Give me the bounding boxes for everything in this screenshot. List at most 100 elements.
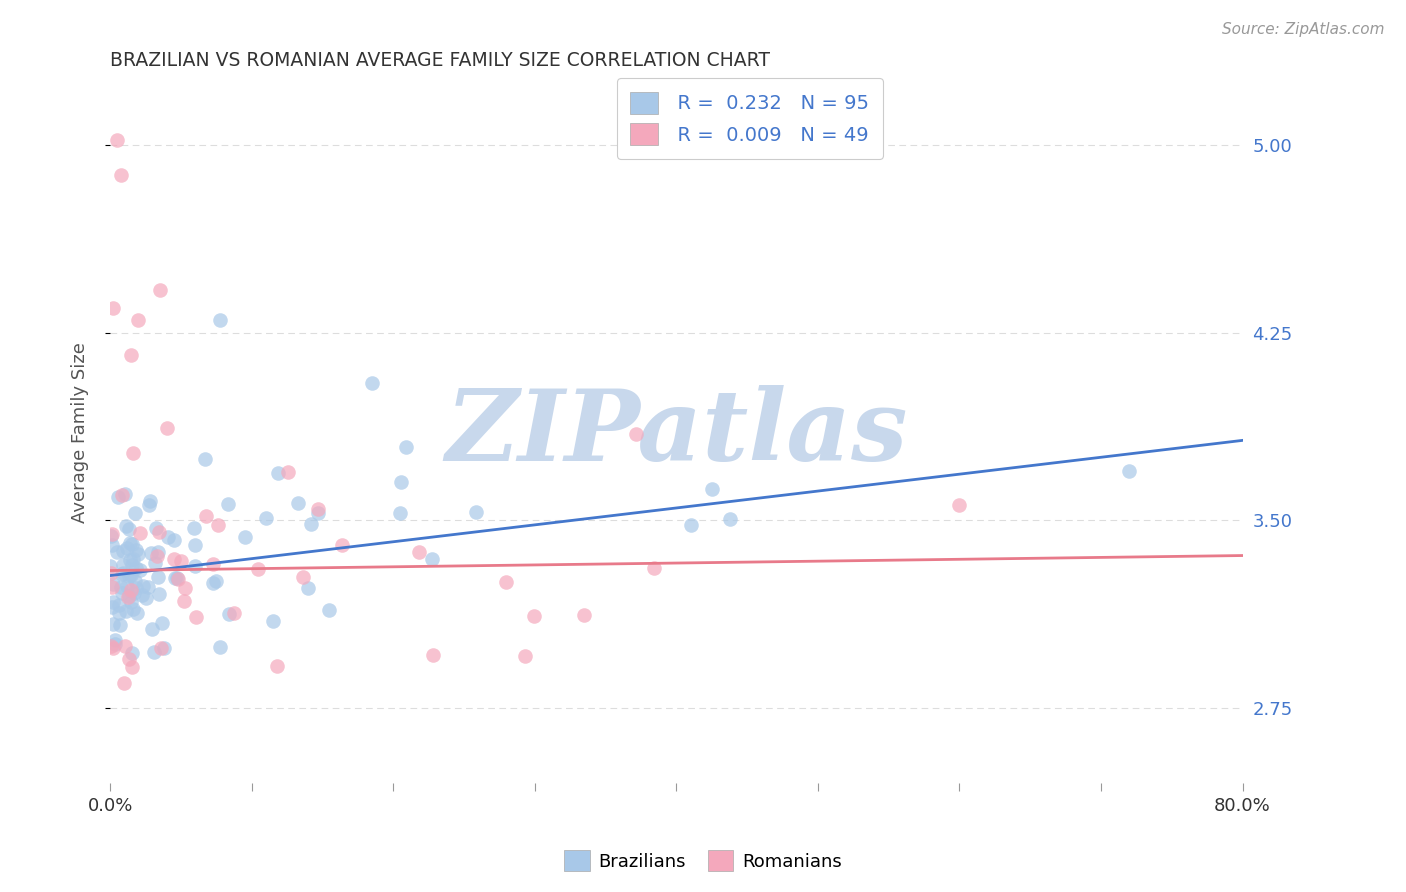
- Point: [209, 640, 232, 654]
- Point: [131, 588, 153, 602]
- Point: [101, 595, 124, 609]
- Point: [254, 511, 277, 525]
- Point: [118, 589, 141, 603]
- Legend:   R =  0.232   N = 95,   R =  0.009   N = 49: R = 0.232 N = 95, R = 0.009 N = 49: [617, 78, 883, 159]
- Point: [217, 496, 239, 510]
- Point: [118, 569, 141, 583]
- Point: [120, 583, 142, 598]
- Point: [679, 517, 702, 532]
- Point: [150, 616, 173, 631]
- Point: [173, 594, 195, 608]
- Text: ZIPatlas: ZIPatlas: [446, 384, 907, 481]
- Point: [361, 376, 384, 390]
- Point: [184, 559, 207, 574]
- Point: [299, 516, 322, 531]
- Point: [170, 554, 193, 568]
- Point: [100, 529, 122, 543]
- Point: [277, 465, 299, 479]
- Point: [100, 527, 122, 541]
- Point: [100, 566, 122, 581]
- Point: [110, 581, 132, 595]
- Point: [100, 639, 122, 653]
- Point: [101, 538, 124, 552]
- Point: [138, 499, 160, 513]
- Point: [103, 301, 125, 315]
- Point: [121, 646, 143, 660]
- Point: [127, 606, 149, 620]
- Point: [114, 639, 136, 653]
- Point: [624, 426, 647, 441]
- Point: [145, 549, 167, 564]
- Point: [515, 648, 537, 663]
- Point: [120, 348, 142, 362]
- Point: [948, 499, 970, 513]
- Point: [139, 546, 162, 560]
- Point: [523, 609, 546, 624]
- Point: [266, 658, 288, 673]
- Legend: Brazilians, Romanians: Brazilians, Romanians: [557, 843, 849, 879]
- Point: [643, 561, 665, 575]
- Point: [149, 640, 172, 655]
- Point: [110, 586, 132, 600]
- Point: [194, 452, 217, 467]
- Point: [152, 640, 174, 655]
- Point: [395, 440, 418, 454]
- Point: [183, 521, 205, 535]
- Point: [139, 493, 162, 508]
- Point: [101, 641, 124, 656]
- Point: [124, 507, 146, 521]
- Point: [115, 518, 138, 533]
- Point: [165, 571, 187, 585]
- Point: [163, 533, 186, 548]
- Point: [121, 602, 143, 616]
- Point: [186, 610, 208, 624]
- Point: [267, 466, 290, 480]
- Point: [121, 660, 143, 674]
- Point: [307, 506, 329, 520]
- Point: [122, 446, 145, 460]
- Point: [105, 133, 128, 147]
- Point: [131, 579, 153, 593]
- Point: [207, 517, 229, 532]
- Point: [201, 576, 224, 591]
- Point: [201, 557, 224, 571]
- Text: BRAZILIAN VS ROMANIAN AVERAGE FAMILY SIZE CORRELATION CHART: BRAZILIAN VS ROMANIAN AVERAGE FAMILY SIZ…: [110, 51, 770, 70]
- Point: [287, 496, 309, 510]
- Point: [111, 488, 134, 502]
- Point: [143, 556, 166, 570]
- Point: [162, 552, 184, 566]
- Point: [104, 632, 127, 647]
- Point: [184, 538, 207, 552]
- Point: [145, 521, 167, 535]
- Point: [107, 490, 129, 504]
- Point: [420, 551, 443, 566]
- Point: [408, 544, 430, 558]
- Point: [98, 559, 121, 574]
- Point: [318, 603, 340, 617]
- Point: [118, 522, 141, 536]
- Point: [146, 545, 169, 559]
- Point: [120, 536, 142, 550]
- Point: [122, 585, 145, 599]
- Point: [218, 607, 240, 621]
- Point: [1118, 464, 1140, 478]
- Point: [208, 313, 231, 327]
- Text: Source: ZipAtlas.com: Source: ZipAtlas.com: [1222, 22, 1385, 37]
- Point: [156, 530, 179, 544]
- Point: [101, 600, 124, 615]
- Point: [155, 420, 177, 434]
- Point: [121, 558, 143, 573]
- Point: [111, 567, 134, 582]
- Point: [149, 283, 172, 297]
- Point: [205, 574, 228, 588]
- Point: [292, 570, 315, 584]
- Point: [112, 558, 135, 573]
- Point: [262, 614, 284, 628]
- Point: [148, 524, 170, 539]
- Point: [422, 648, 444, 662]
- Point: [246, 562, 269, 576]
- Point: [136, 581, 159, 595]
- Point: [297, 581, 319, 595]
- Point: [464, 505, 486, 519]
- Point: [112, 566, 135, 580]
